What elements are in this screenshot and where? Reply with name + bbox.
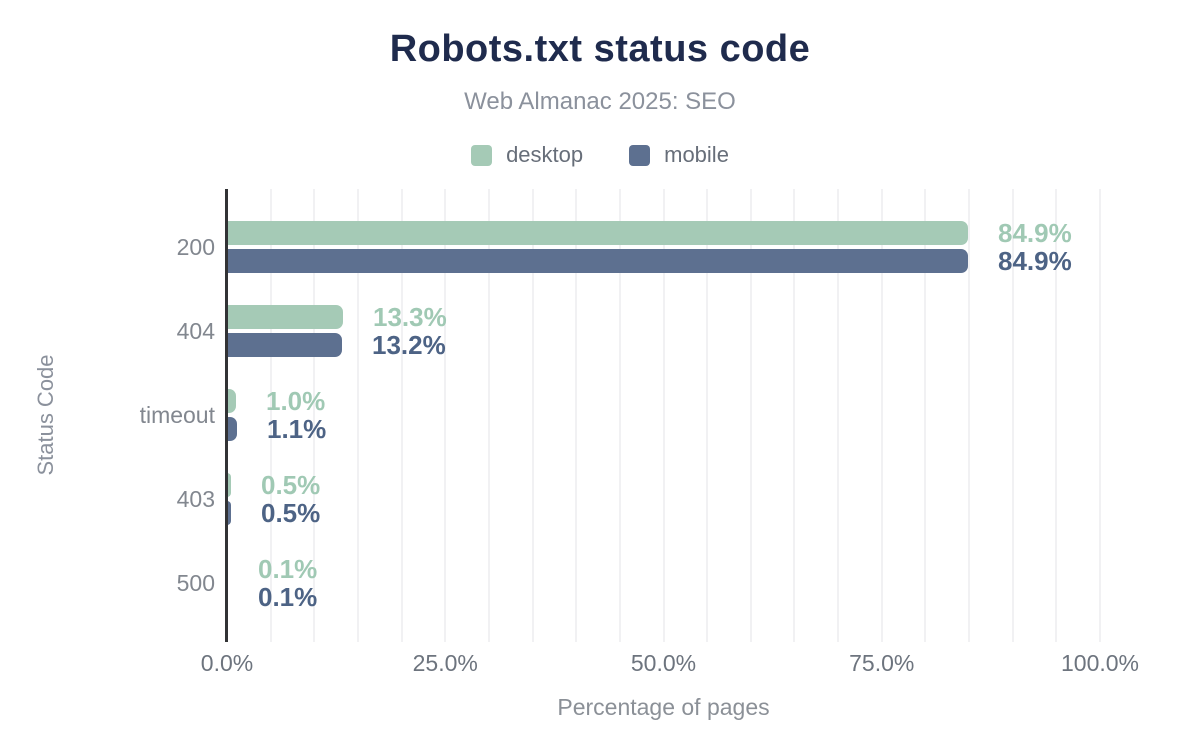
category-label-404: 404 bbox=[176, 318, 215, 344]
gridline-40pct bbox=[575, 189, 577, 642]
legend-swatch-mobile bbox=[629, 144, 651, 166]
category-label-200: 200 bbox=[176, 234, 215, 260]
value-label-desktop-404: 13.3% bbox=[373, 302, 447, 332]
legend-item-desktop: desktop bbox=[471, 142, 583, 168]
legend-item-mobile: mobile bbox=[629, 142, 729, 168]
legend-swatch-desktop bbox=[471, 144, 493, 166]
bar-desktop-200 bbox=[227, 221, 968, 245]
legend-label-desktop: desktop bbox=[506, 142, 584, 167]
gridline-25pct bbox=[444, 189, 446, 642]
gridline-5pct bbox=[270, 189, 272, 642]
bar-mobile-timeout bbox=[227, 417, 237, 441]
gridline-10pct bbox=[313, 189, 315, 642]
x-tick-50pct: 50.0% bbox=[630, 650, 697, 676]
category-label-500: 500 bbox=[176, 570, 215, 596]
gridline-80pct bbox=[924, 189, 926, 642]
value-label-mobile-timeout: 1.1% bbox=[267, 414, 327, 444]
bar-mobile-200 bbox=[227, 249, 968, 273]
bar-desktop-403 bbox=[227, 473, 231, 497]
bar-desktop-timeout bbox=[227, 389, 236, 413]
gridline-35pct bbox=[532, 189, 534, 642]
legend: desktop mobile bbox=[0, 142, 1200, 168]
value-label-desktop-500: 0.1% bbox=[258, 554, 318, 584]
value-label-mobile-500: 0.1% bbox=[258, 582, 318, 612]
category-label-403: 403 bbox=[176, 486, 215, 512]
gridline-30pct bbox=[488, 189, 490, 642]
x-tick-25pct: 25.0% bbox=[412, 650, 478, 676]
x-tick-100pct: 100.0% bbox=[1060, 650, 1139, 676]
gridline-20pct bbox=[401, 189, 403, 642]
y-axis-line bbox=[225, 189, 228, 642]
chart-title: Robots.txt status code bbox=[389, 28, 811, 70]
value-label-mobile-200: 84.9% bbox=[998, 246, 1072, 276]
value-label-desktop-timeout: 1.0% bbox=[266, 386, 326, 416]
gridline-60pct bbox=[750, 189, 752, 642]
category-label-timeout: timeout bbox=[139, 402, 215, 428]
x-tick-75pct: 75.0% bbox=[849, 650, 915, 676]
gridline-50pct bbox=[663, 189, 665, 642]
gridline-45pct bbox=[619, 189, 621, 642]
gridline-100pct bbox=[1099, 189, 1101, 642]
chart-subtitle: Web Almanac 2025: SEO bbox=[464, 88, 736, 115]
bar-mobile-403 bbox=[227, 501, 231, 525]
gridline-95pct bbox=[1055, 189, 1057, 642]
gridline-55pct bbox=[706, 189, 708, 642]
value-label-mobile-404: 13.2% bbox=[372, 330, 446, 360]
bar-mobile-404 bbox=[227, 333, 342, 357]
x-axis-title: Percentage of pages bbox=[557, 694, 770, 720]
gridline-75pct bbox=[881, 189, 883, 642]
gridline-70pct bbox=[837, 189, 839, 642]
y-axis-title: Status Code bbox=[33, 354, 58, 476]
bar-desktop-404 bbox=[227, 305, 343, 329]
gridline-15pct bbox=[357, 189, 359, 642]
gridline-65pct bbox=[793, 189, 795, 642]
x-tick-0pct: 0.0% bbox=[200, 650, 254, 676]
legend-label-mobile: mobile bbox=[664, 142, 729, 167]
plot-area: 84.9% 84.9% 13.3% 13.2% 1.0% 1.1% 0.5% 0.5% 0.1%… bbox=[227, 189, 1101, 642]
value-label-desktop-200: 84.9% bbox=[998, 218, 1072, 248]
gridline-85pct bbox=[968, 189, 970, 642]
value-label-desktop-403: 0.5% bbox=[261, 470, 321, 500]
value-label-mobile-403: 0.5% bbox=[261, 498, 321, 528]
gridline-90pct bbox=[1012, 189, 1014, 642]
